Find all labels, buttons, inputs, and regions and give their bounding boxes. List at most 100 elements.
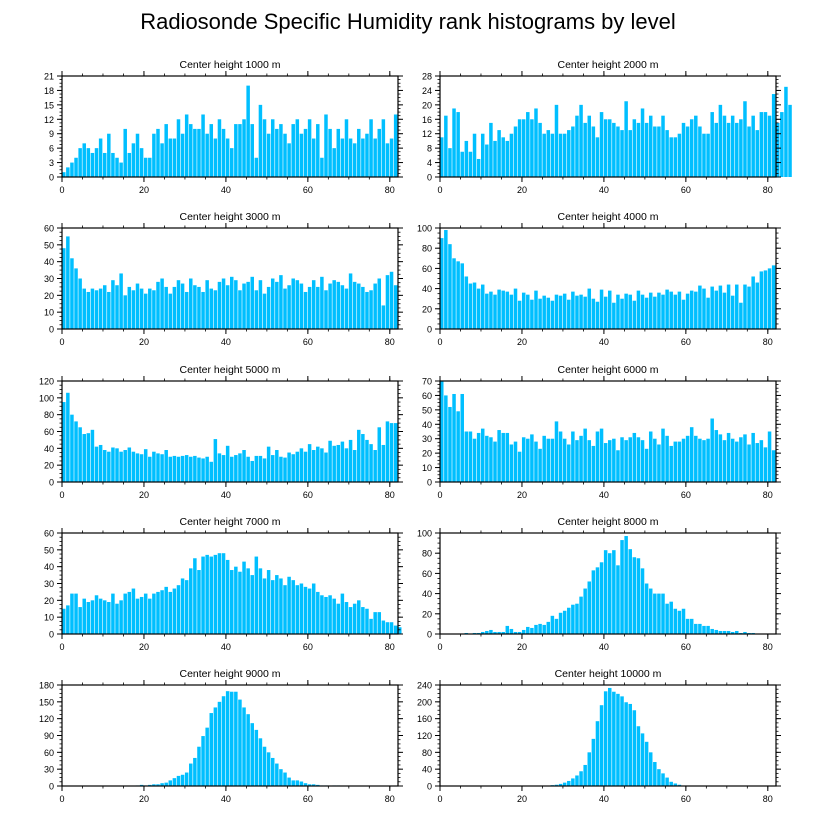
histogram-bar: [460, 393, 464, 482]
histogram-bar: [156, 784, 160, 786]
histogram-bar: [98, 138, 103, 177]
histogram-bar: [620, 437, 624, 482]
histogram-bar: [440, 238, 444, 329]
y-tick-label: 0: [49, 630, 54, 640]
histogram-bar: [575, 115, 579, 177]
y-tick-label: 150: [39, 697, 54, 707]
histogram-bar: [513, 126, 518, 177]
histogram-bar: [143, 449, 148, 482]
histogram-bar: [143, 157, 148, 177]
histogram-panel: Center height 9000 m 0 30 60 90 120 150 180 0 20 4…: [39, 668, 403, 804]
y-tick-label: 80: [422, 549, 432, 559]
histogram-bar: [369, 119, 373, 177]
histogram-bar: [168, 591, 173, 634]
y-tick-label: 70: [422, 377, 432, 387]
y-tick-label: 60: [44, 224, 54, 234]
histogram-bar: [513, 288, 518, 329]
histogram-bar: [448, 148, 452, 177]
histogram-bar: [718, 104, 723, 177]
histogram-bar: [303, 451, 308, 482]
histogram-bar: [661, 773, 665, 786]
histogram-bar: [636, 290, 641, 329]
histogram-bar: [542, 624, 546, 634]
x-tick-label: 80: [763, 337, 773, 347]
histogram-bar: [546, 438, 551, 482]
x-tick-label: 80: [385, 185, 395, 195]
y-tick-label: 120: [417, 731, 432, 741]
histogram-bar: [242, 119, 246, 177]
histogram-bar: [135, 598, 140, 634]
histogram-bar: [579, 294, 583, 329]
histogram-bar: [332, 148, 336, 177]
histogram-bar: [579, 771, 583, 786]
histogram-bar: [493, 294, 497, 329]
histogram-bar: [316, 446, 320, 482]
histogram-bar: [201, 736, 205, 786]
histogram-bar: [152, 290, 156, 329]
y-tick-label: 180: [39, 681, 54, 691]
histogram-bar: [702, 625, 706, 634]
histogram-bar: [571, 778, 575, 786]
histogram-bar: [648, 292, 653, 329]
histogram-bar: [90, 600, 95, 634]
histogram-bar: [205, 456, 209, 482]
histogram-bar: [735, 441, 739, 482]
histogram-bar: [599, 289, 604, 329]
histogram-bar: [608, 119, 612, 177]
x-tick-label: 40: [599, 337, 609, 347]
histogram-bar: [152, 784, 156, 786]
histogram-panel: Center height 10000 m 0 40 80 120 160 200 240 0 2…: [417, 668, 781, 804]
histogram-bar: [583, 588, 587, 634]
histogram-bar: [480, 133, 485, 177]
histogram-bar: [238, 699, 242, 786]
histogram-bar: [234, 566, 238, 634]
histogram-bar: [275, 575, 279, 634]
histogram-bar: [534, 441, 538, 482]
histogram-bar: [344, 448, 349, 482]
histogram-bar: [440, 381, 444, 482]
histogram-bar: [648, 115, 653, 177]
histogram-bar: [677, 610, 682, 634]
histogram-bar: [246, 85, 250, 177]
y-tick-label: 60: [422, 264, 432, 274]
histogram-bar: [316, 124, 320, 177]
histogram-bar: [587, 115, 592, 177]
histogram-bar: [735, 122, 739, 177]
histogram-bar: [266, 446, 271, 482]
histogram-bar: [238, 453, 242, 482]
histogram-bar: [283, 457, 287, 482]
histogram-bar: [127, 591, 132, 634]
histogram-bar: [579, 435, 583, 482]
histogram-bar: [164, 782, 168, 786]
histogram-bar: [743, 284, 747, 329]
histogram-bar: [595, 431, 600, 482]
histogram-bar: [328, 595, 332, 634]
histogram-bar: [82, 598, 86, 634]
histogram-bar: [575, 775, 579, 786]
histogram-bar: [554, 104, 559, 177]
histogram-bar: [493, 140, 497, 177]
histogram-bar: [628, 294, 632, 329]
y-tick-label: 10: [422, 463, 432, 473]
histogram-bar: [444, 395, 448, 482]
histogram-bar: [587, 440, 592, 482]
histogram-bar: [694, 435, 698, 482]
histogram-bar: [94, 595, 99, 634]
histogram-bar: [706, 133, 710, 177]
histogram-bar: [86, 148, 91, 177]
histogram-bar: [665, 289, 669, 329]
histogram-bar: [287, 143, 291, 177]
histogram-bar: [311, 450, 316, 482]
histogram-bar: [653, 762, 657, 786]
histogram-bar: [279, 769, 283, 786]
histogram-bar: [493, 631, 497, 634]
histogram-bar: [472, 133, 477, 177]
histogram-bar: [62, 608, 66, 634]
histogram-bar: [464, 431, 469, 482]
histogram-bar: [579, 596, 583, 634]
histogram-bar: [616, 294, 620, 329]
y-tick-label: 20: [44, 596, 54, 606]
histogram-bar: [217, 701, 222, 786]
x-tick-label: 60: [303, 794, 313, 804]
histogram-bar: [538, 448, 542, 482]
